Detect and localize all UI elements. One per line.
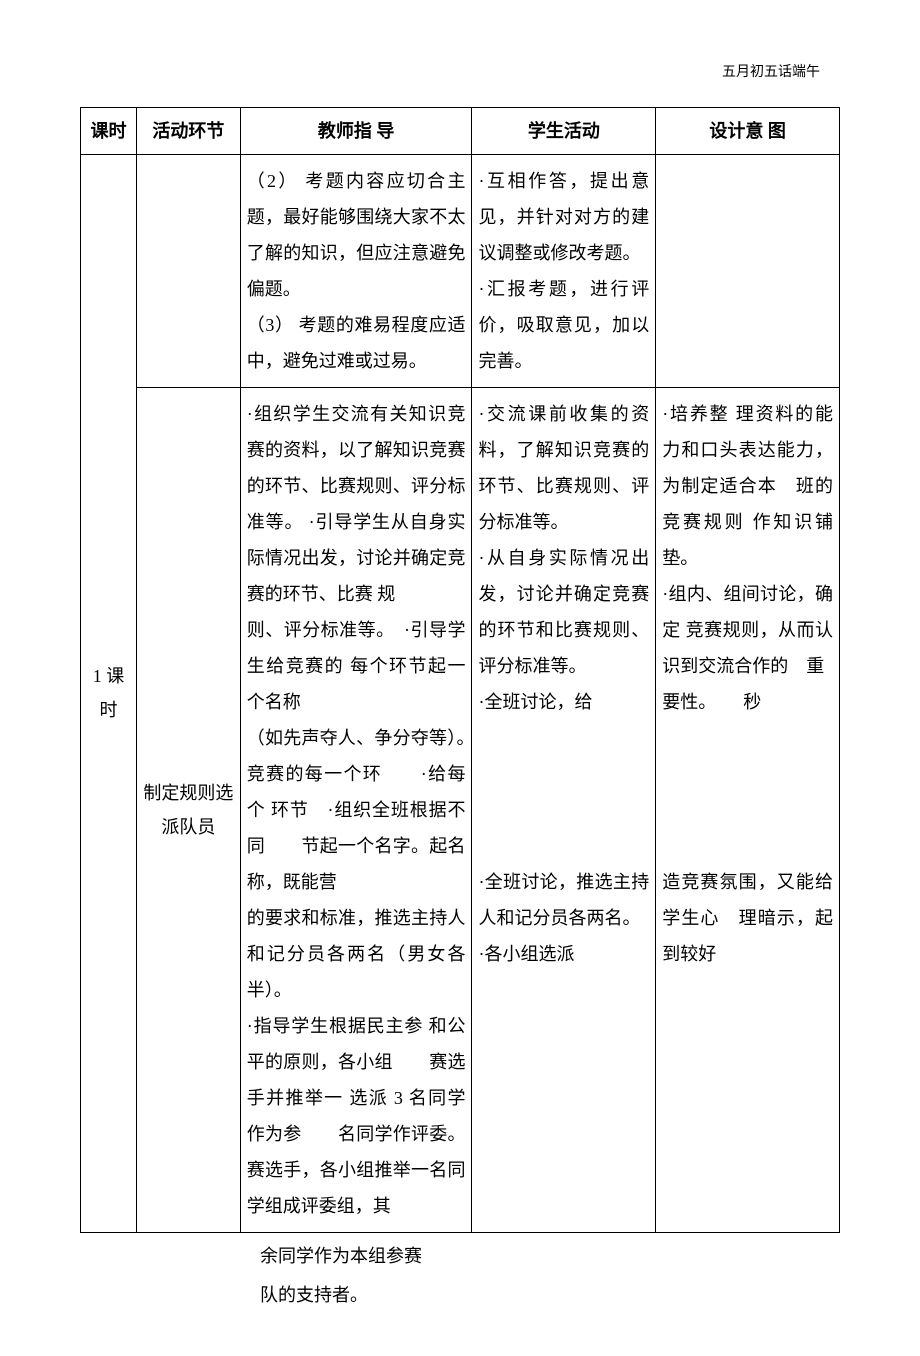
intent-cell-1 xyxy=(656,154,840,387)
section-cell-2: 制定规则选派队员 xyxy=(136,387,240,1232)
below-table-text: 余同学作为本组参赛队的支持者。 xyxy=(80,1233,840,1316)
table-row: 1 课 时 （2） 考题内容应切合主题，最好能够围绕大家不太了解的知识，但应注意… xyxy=(81,154,840,387)
student-cell-2: ·交流课前收集的资料，了解知识竞赛的环节、比赛规则、评分标准等。·从自身实际情况… xyxy=(472,387,656,1232)
header-intent: 设计意 图 xyxy=(656,107,840,154)
page-header: 五月初五话端午 xyxy=(80,60,840,87)
header-teacher: 教师指 导 xyxy=(240,107,472,154)
intent-cell-2: ·培养整 理资料的能 力和口头表达能力，为制定适合本 班的竞赛规则 作知识铺垫。… xyxy=(656,387,840,1232)
lesson-table: 课时 活动环节 教师指 导 学生活动 设计意 图 1 课 时 （2） 考题内容应… xyxy=(80,107,840,1233)
period-cell: 1 课 时 xyxy=(81,154,137,1232)
header-period: 课时 xyxy=(81,107,137,154)
student-cell-1: ·互相作答，提出意见，并针对对方的建议调整或修改考题。·汇报考题，进行评价，吸取… xyxy=(472,154,656,387)
header-section: 活动环节 xyxy=(136,107,240,154)
section-cell-1 xyxy=(136,154,240,387)
header-student: 学生活动 xyxy=(472,107,656,154)
teacher-cell-1: （2） 考题内容应切合主题，最好能够围绕大家不太了解的知识，但应注意避免偏题。（… xyxy=(240,154,472,387)
teacher-cell-2: ·组织学生交流有关知识竞赛的资料，以了解知识竞赛的环节、比赛规则、评分标准等。 … xyxy=(240,387,472,1232)
table-header-row: 课时 活动环节 教师指 导 学生活动 设计意 图 xyxy=(81,107,840,154)
table-row: 制定规则选派队员 ·组织学生交流有关知识竞赛的资料，以了解知识竞赛的环节、比赛规… xyxy=(81,387,840,1232)
